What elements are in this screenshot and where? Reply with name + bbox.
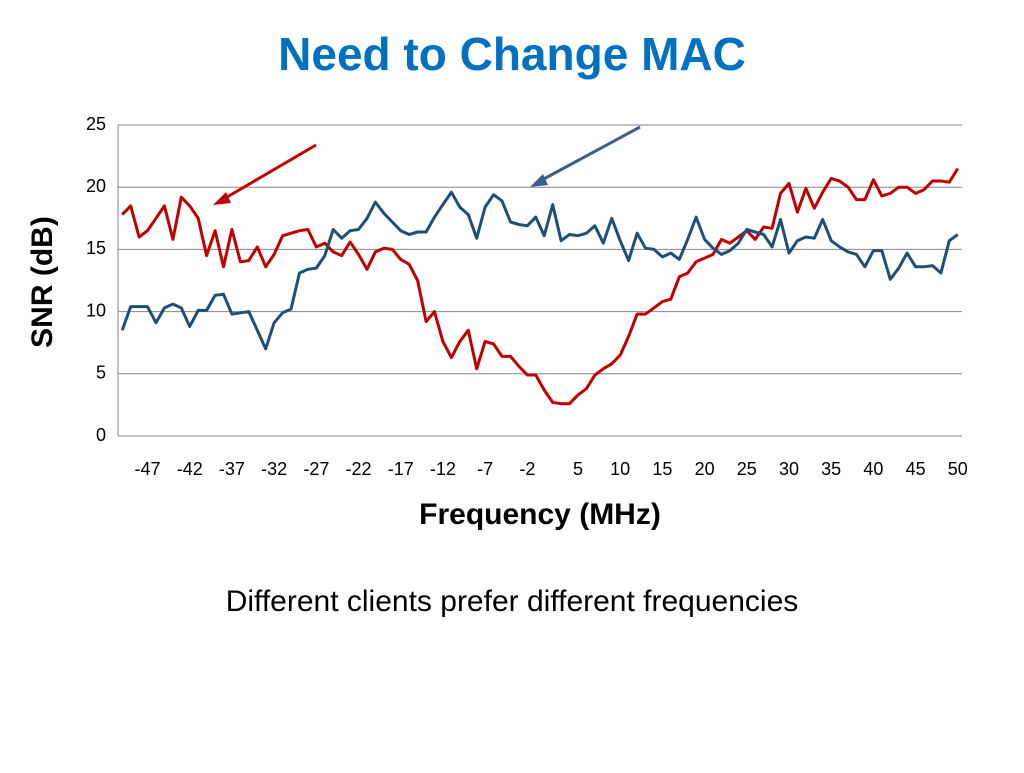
y-tick-label: 10 [86,300,106,320]
x-axis-label: Frequency (MHz) [419,498,661,531]
x-tick-label: -2 [519,459,535,479]
x-tick-label: 50 [948,459,968,479]
x-tick-label: -42 [177,459,203,479]
x-tick-label: -7 [477,459,493,479]
x-tick-label: 40 [863,459,883,479]
x-tick-label: 15 [652,459,672,479]
y-tick-label: 15 [86,238,106,258]
arrow [539,125,641,183]
x-tick-label: 30 [779,459,799,479]
chart-title: Need to Change MAC [278,28,746,80]
x-tick-label: -32 [261,459,287,479]
series-line [120,190,959,351]
arrow [221,143,317,202]
x-tick-label: -17 [388,459,414,479]
y-tick-label: 25 [86,114,106,134]
x-tick-label: -22 [346,459,372,479]
x-tick-label: 45 [906,459,926,479]
x-tick-label: 35 [821,459,841,479]
x-tick-label: -47 [135,459,161,479]
y-tick-label: 0 [96,425,106,445]
x-tick-label: 25 [737,459,757,479]
y-axis-label: SNR (dB) [26,216,59,348]
x-tick-label: -37 [219,459,245,479]
x-tick-label: 10 [610,459,630,479]
x-tick-label: 20 [695,459,715,479]
y-tick-label: 20 [86,176,106,196]
arrow-head [530,174,548,187]
series-line [121,167,960,406]
arrows [213,125,641,205]
caption: Different clients prefer different frequ… [226,585,799,618]
x-tick-label: 5 [573,459,583,479]
x-tick-label: -12 [430,459,456,479]
arrow-head [213,192,231,205]
x-tick-label: -27 [303,459,329,479]
y-tick-label: 5 [96,363,106,383]
